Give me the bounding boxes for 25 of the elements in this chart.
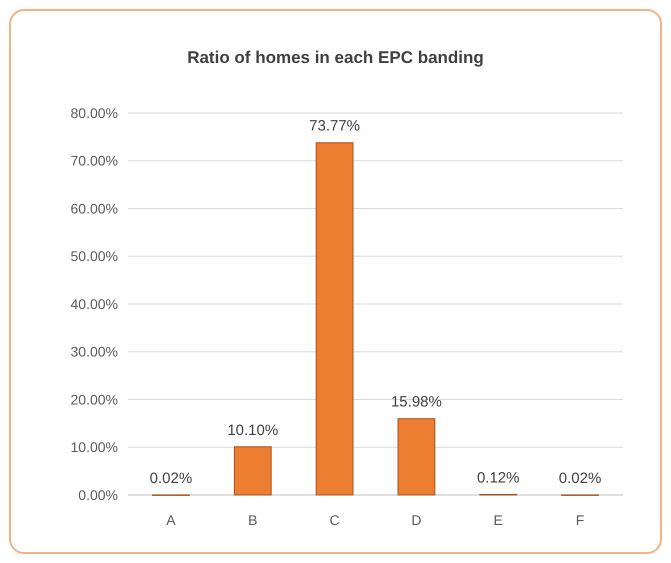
bar xyxy=(316,142,354,496)
data-label: 0.12% xyxy=(476,469,520,486)
x-tick-label: B xyxy=(248,512,258,528)
x-tick-label: C xyxy=(330,512,340,528)
y-tick-label: 20.00% xyxy=(70,391,118,408)
x-tick-label: E xyxy=(494,512,503,528)
data-label: 0.02% xyxy=(558,470,602,487)
y-tick-label: 50.00% xyxy=(70,248,118,264)
x-tick-label: A xyxy=(166,512,176,528)
data-label: 0.02% xyxy=(150,470,192,487)
bar xyxy=(234,446,272,496)
data-label: 73.77% xyxy=(309,118,360,135)
x-tick-label: F xyxy=(576,512,584,528)
chart-title: Ratio of homes in each EPC banding xyxy=(187,48,484,67)
y-tick-label: 0.00% xyxy=(78,486,118,503)
data-label: 10.10% xyxy=(227,422,278,439)
y-tick-label: 30.00% xyxy=(70,344,118,360)
y-tick-label: 60.00% xyxy=(70,200,118,216)
x-tick-label: D xyxy=(411,512,422,528)
y-tick-label: 10.00% xyxy=(70,439,118,456)
y-tick-label: 70.00% xyxy=(70,152,118,169)
y-tick-label: 40.00% xyxy=(70,296,118,312)
data-label: 15.98% xyxy=(390,394,442,411)
bar xyxy=(398,418,436,496)
y-tick-label: 80.00% xyxy=(70,104,118,121)
